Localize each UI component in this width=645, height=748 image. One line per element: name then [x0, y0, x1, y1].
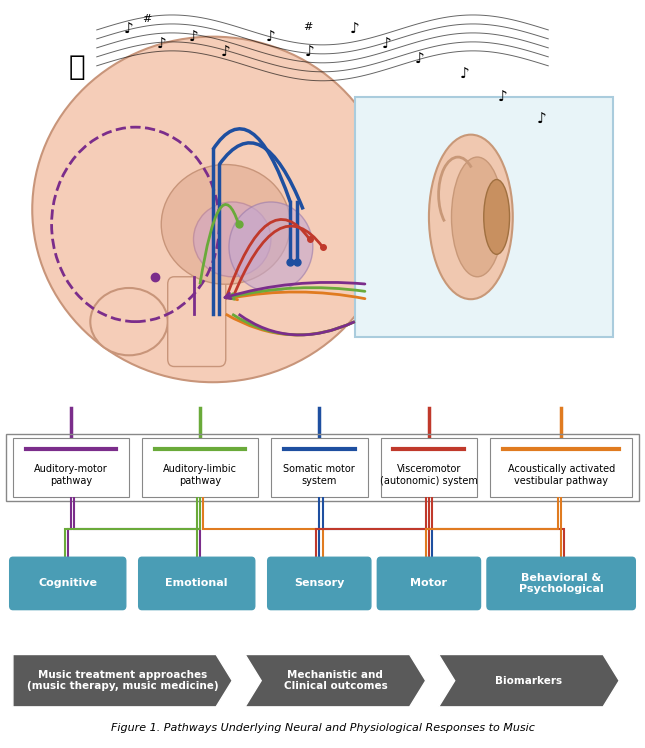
- Text: Motor: Motor: [410, 578, 448, 589]
- Ellipse shape: [229, 202, 313, 292]
- Text: ♪: ♪: [304, 45, 315, 60]
- FancyBboxPatch shape: [490, 438, 632, 497]
- Text: ♪: ♪: [156, 37, 166, 52]
- FancyBboxPatch shape: [142, 438, 258, 497]
- Polygon shape: [439, 654, 619, 707]
- Text: Visceromotor
(autonomic) system: Visceromotor (autonomic) system: [380, 465, 478, 485]
- Text: ♪: ♪: [266, 30, 276, 45]
- FancyBboxPatch shape: [10, 557, 126, 610]
- Text: Figure 1. Pathways Underlying Neural and Physiological Responses to Music: Figure 1. Pathways Underlying Neural and…: [110, 723, 535, 733]
- Text: ♪: ♪: [188, 30, 199, 45]
- FancyBboxPatch shape: [381, 438, 477, 497]
- Text: ♪: ♪: [459, 67, 470, 82]
- FancyBboxPatch shape: [487, 557, 635, 610]
- FancyBboxPatch shape: [139, 557, 255, 610]
- Text: Somatic motor
system: Somatic motor system: [283, 465, 355, 485]
- Ellipse shape: [429, 135, 513, 299]
- Text: Sensory: Sensory: [294, 578, 344, 589]
- Text: #: #: [142, 14, 152, 25]
- Text: ♪: ♪: [414, 52, 424, 67]
- Text: ♪: ♪: [498, 90, 508, 105]
- Text: Emotional: Emotional: [166, 578, 228, 589]
- Ellipse shape: [32, 37, 393, 382]
- FancyBboxPatch shape: [268, 557, 371, 610]
- Polygon shape: [13, 654, 232, 707]
- Text: #: #: [303, 22, 313, 32]
- Ellipse shape: [161, 165, 290, 284]
- FancyBboxPatch shape: [355, 97, 613, 337]
- FancyBboxPatch shape: [13, 438, 129, 497]
- Text: Auditory-limbic
pathway: Auditory-limbic pathway: [163, 465, 237, 485]
- Text: ♪: ♪: [382, 37, 392, 52]
- Text: ♪: ♪: [221, 45, 231, 60]
- Ellipse shape: [484, 180, 510, 254]
- FancyBboxPatch shape: [168, 277, 226, 367]
- Text: Cognitive: Cognitive: [38, 578, 97, 589]
- Text: Music treatment approaches
(music therapy, music medicine): Music treatment approaches (music therap…: [26, 670, 219, 691]
- Text: ♪: ♪: [537, 112, 547, 127]
- FancyBboxPatch shape: [271, 438, 368, 497]
- Text: Mechanistic and
Clinical outcomes: Mechanistic and Clinical outcomes: [284, 670, 387, 691]
- Text: Biomarkers: Biomarkers: [495, 675, 562, 686]
- Text: Acoustically activated
vestibular pathway: Acoustically activated vestibular pathwa…: [508, 465, 615, 485]
- Polygon shape: [245, 654, 426, 707]
- Text: ♪: ♪: [124, 22, 134, 37]
- Text: Auditory-motor
pathway: Auditory-motor pathway: [34, 465, 108, 485]
- Text: Behavioral &
Psychological: Behavioral & Psychological: [519, 573, 604, 594]
- Text: 𝄞: 𝄞: [69, 54, 86, 81]
- Ellipse shape: [90, 288, 168, 355]
- Ellipse shape: [451, 157, 503, 277]
- Text: ♪: ♪: [350, 22, 360, 37]
- Ellipse shape: [194, 202, 271, 277]
- FancyBboxPatch shape: [377, 557, 481, 610]
